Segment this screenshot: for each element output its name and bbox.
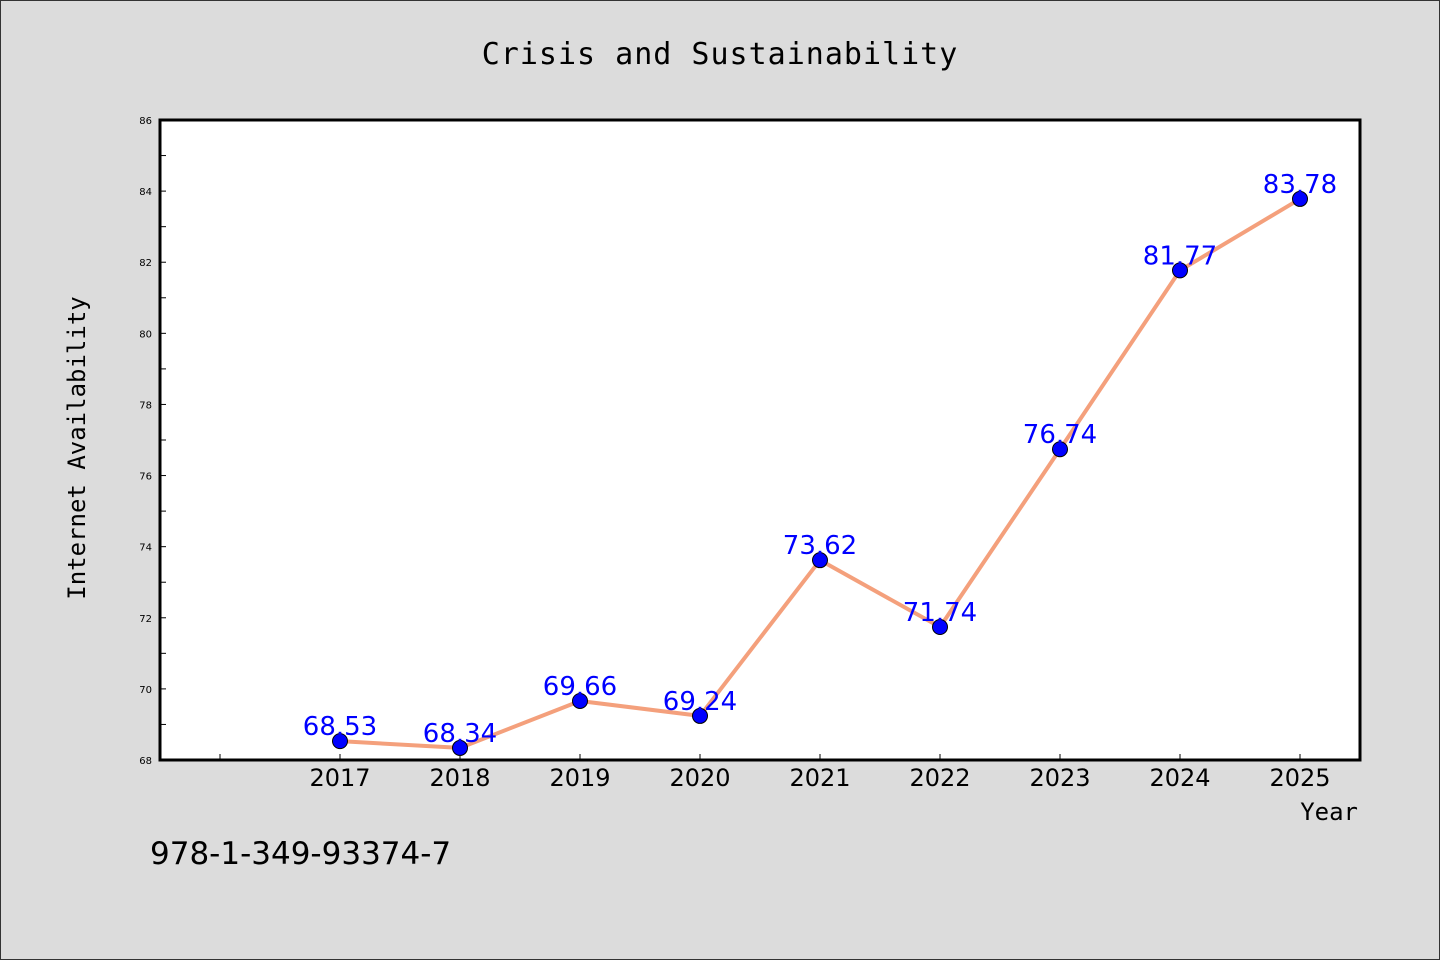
- x-axis: 2017 2018 2019 2020 2021 2022 2023 2024 2025: [219, 754, 1331, 792]
- data-point: [932, 619, 948, 636]
- data-label: 69.66: [543, 672, 617, 702]
- y-axis: 68 70 72 74 76 78 80 82 84 86: [139, 116, 166, 767]
- data-point: [332, 733, 348, 750]
- data-label: 68.34: [423, 719, 497, 749]
- data-point: [812, 552, 828, 569]
- data-point: [452, 739, 468, 756]
- y-tick-label: 80: [139, 329, 152, 340]
- y-tick-label: 86: [139, 116, 152, 127]
- x-tick-label: 2023: [1029, 764, 1090, 792]
- y-tick-label: 70: [139, 685, 152, 696]
- data-point: [572, 692, 588, 709]
- y-axis-label: Internet Availability: [63, 296, 91, 599]
- x-tick-label: 2021: [789, 764, 850, 792]
- data-label: 71.74: [903, 598, 977, 628]
- data-labels: 68.53 68.34 69.66 69.24 73.62 71.74 76.74 81.77…: [303, 170, 1337, 749]
- data-label: 76.74: [1023, 420, 1097, 450]
- chart-title: Crisis and Sustainability: [482, 37, 959, 72]
- data-point: [1052, 441, 1068, 458]
- data-point: [692, 707, 708, 724]
- y-tick-label: 74: [139, 543, 152, 554]
- plot-area: [158, 118, 1362, 762]
- x-tick-label: 2019: [549, 764, 610, 792]
- x-tick-label: 2025: [1269, 764, 1330, 792]
- x-tick-label: 2020: [669, 764, 730, 792]
- data-point: [1172, 262, 1188, 279]
- data-label: 83.78: [1263, 170, 1337, 200]
- x-tick-label: 2022: [909, 764, 970, 792]
- data-markers: [332, 190, 1308, 756]
- x-tick-label: 2017: [309, 764, 370, 792]
- y-tick-label: 82: [139, 258, 152, 269]
- data-label: 73.62: [783, 531, 857, 561]
- x-tick-label: 2018: [429, 764, 490, 792]
- data-label: 68.53: [303, 712, 377, 742]
- x-tick-label: 2024: [1149, 764, 1210, 792]
- data-point: [1292, 190, 1308, 207]
- y-tick-label: 72: [139, 614, 152, 625]
- isbn-annotation: 978-1-349-93374-7: [150, 836, 451, 872]
- y-tick-label: 78: [139, 400, 152, 411]
- y-tick-label: 68: [139, 756, 152, 767]
- y-tick-label: 84: [139, 187, 152, 198]
- x-axis-label: Year: [1300, 798, 1358, 826]
- data-label: 69.24: [663, 687, 737, 717]
- y-tick-label: 76: [139, 472, 152, 483]
- data-label: 81.77: [1143, 241, 1217, 271]
